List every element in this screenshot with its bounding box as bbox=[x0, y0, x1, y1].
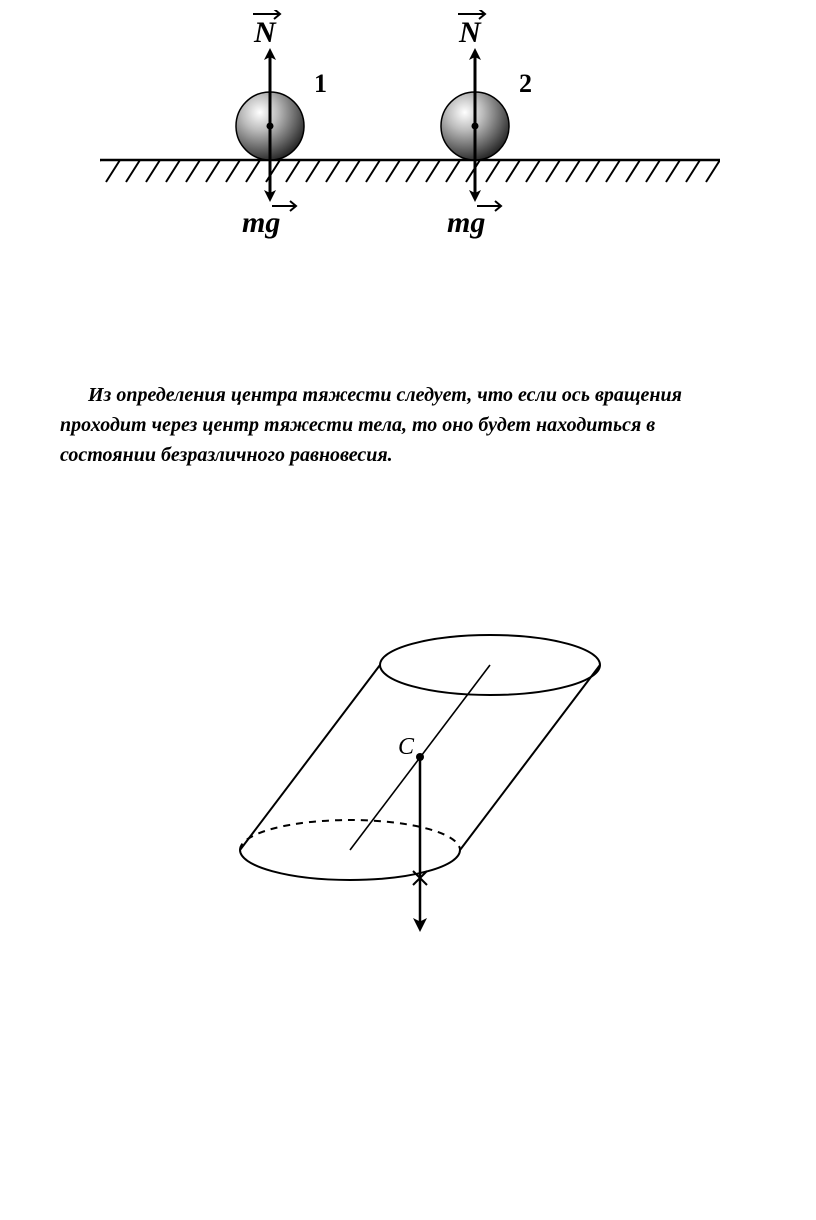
center-of-gravity-label: C bbox=[398, 734, 415, 760]
svg-text:N: N bbox=[253, 16, 277, 49]
ball-2-group: N 2 mg bbox=[441, 10, 532, 239]
cylinder-bottom-front bbox=[240, 850, 460, 880]
tilted-cylinder-diagram: C bbox=[200, 530, 620, 950]
ball-1-mg-label: mg bbox=[242, 201, 296, 239]
ball-1-number: 1 bbox=[314, 69, 327, 98]
ball-2-N-label: N bbox=[458, 10, 485, 49]
svg-text:N: N bbox=[458, 16, 482, 49]
spheres-svg: N 1 mg N 2 bbox=[100, 10, 720, 240]
ball-1-N-label: N bbox=[253, 10, 280, 49]
svg-text:mg: mg bbox=[447, 206, 485, 239]
ball-2-mg-label: mg bbox=[447, 201, 501, 239]
spheres-on-surface-diagram: N 1 mg N 2 bbox=[100, 10, 720, 240]
ball-2-number: 2 bbox=[519, 69, 532, 98]
body-paragraph: Из определения центра тяжести следует, ч… bbox=[60, 380, 740, 470]
cylinder-bottom-back bbox=[240, 820, 460, 850]
ball-1-group: N 1 mg bbox=[236, 10, 327, 239]
ground-hatching bbox=[100, 160, 720, 182]
cylinder-svg: C bbox=[200, 530, 620, 950]
svg-text:mg: mg bbox=[242, 206, 280, 239]
